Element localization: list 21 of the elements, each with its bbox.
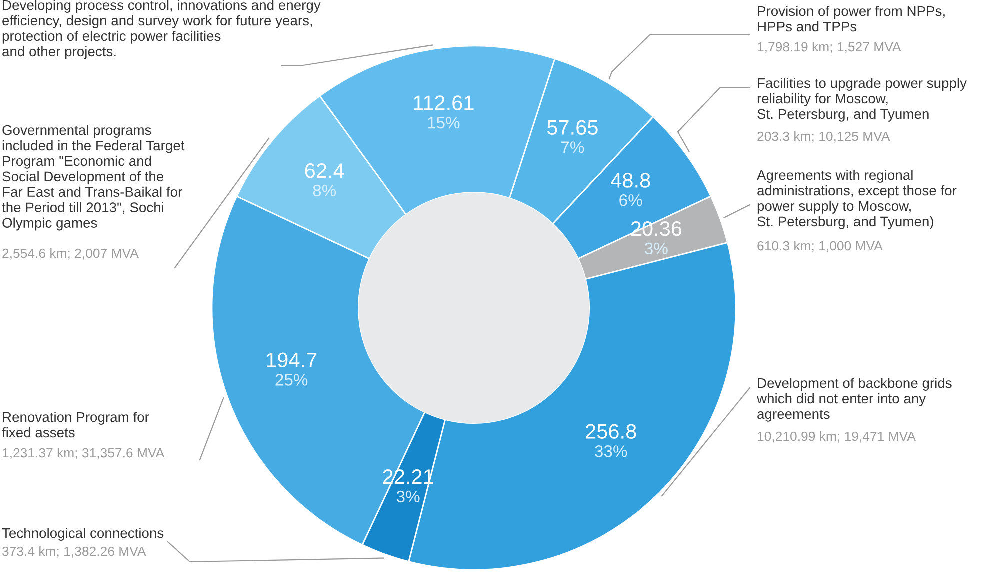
- slice-label: Development of backbone grids which did not enter into any agreements: [756, 378, 952, 422]
- data-label: 194.7 25%: [267, 352, 317, 386]
- slice-label: Facilities to upgrade power supply reliability for Moscow, St. Petersburg, and Tyumen: [758, 78, 967, 122]
- slice-label: Agreements with regional administrations, except those for power supply to Moscow, St. Petersburg, and Tyumen): [757, 170, 957, 230]
- text: 1,798.19 km; 1,527 MVA: [758, 42, 902, 54]
- text: 1,231.37 km; 31,357.6 MVA: [3, 448, 165, 460]
- slice-label: Developing process control, innovations and energy efficiency, design and survey work for future years, protection of electric power facilities and other projects.: [2, 0, 321, 60]
- text: 10,210.99 km; 19,471 MVA: [758, 432, 916, 443]
- data-label: 112.61 15%: [414, 96, 474, 129]
- data-label: 57.65 7%: [547, 120, 598, 154]
- text: 373.4 km; 1,382.26 MVA: [2, 546, 146, 558]
- data-label: 256.8 33%: [586, 424, 636, 458]
- text: 2,554.6 km; 2,007 MVA: [2, 248, 139, 260]
- slice-label: Renovation Program for fixed assets: [2, 412, 150, 438]
- text: 610.3 km; 1,000 MVA: [758, 241, 883, 252]
- slice-label: Provision of power from NPPs, HPPs and TPPs: [758, 6, 945, 32]
- slice-label: Technological connections: [2, 528, 164, 541]
- data-label: 48.8 6%: [611, 173, 650, 206]
- slice-label: Governmental programs included in the Federal Target Program "Economic and Social Development of the Far East and Trans-Baikal for the Period till 2013", Sochi Olympic games: [2, 125, 185, 231]
- text: 203.3 km; 10,125 MVA: [758, 132, 890, 143]
- data-label: 62.4 8%: [305, 164, 344, 197]
